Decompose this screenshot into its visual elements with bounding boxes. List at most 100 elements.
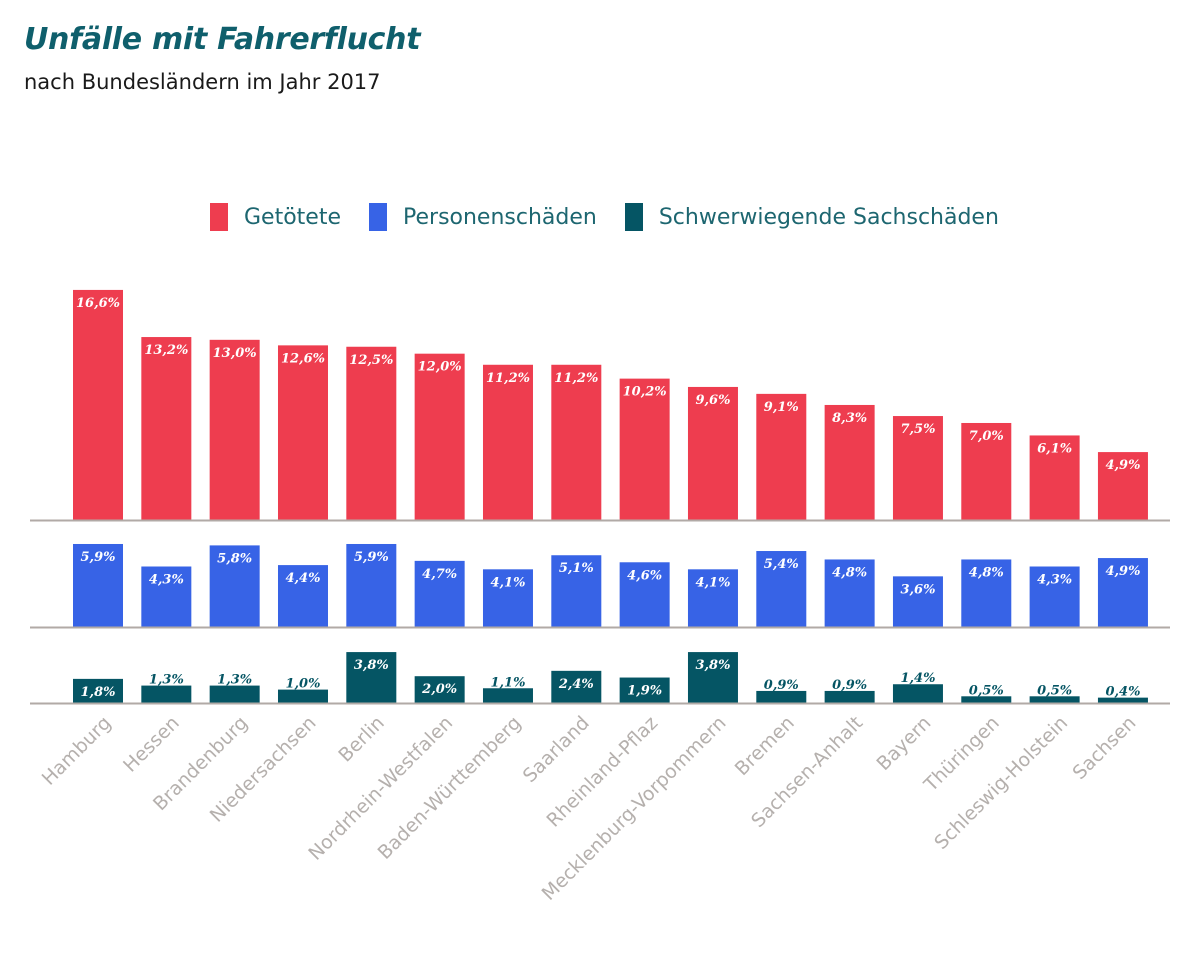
category-label-1: Hessen	[119, 712, 184, 777]
bar-2-4	[346, 652, 397, 703]
value-label-1-2: 5,8%	[217, 551, 252, 566]
value-label-1-8: 4,6%	[627, 568, 662, 583]
bar-2-10	[756, 690, 807, 703]
bar-1-14	[1029, 566, 1080, 627]
bar-0-14	[1029, 435, 1080, 520]
bar-1-5	[414, 560, 465, 627]
bar-1-10	[756, 551, 807, 627]
bar-0-11	[824, 404, 875, 520]
value-label-1-4: 5,9%	[354, 550, 389, 565]
bar-1-11	[824, 559, 875, 627]
category-label-10: Bremen	[731, 712, 799, 780]
series-0: 16,6% 13,2% 13,0% 12,6% 12,5% 12,0% 11,2% 11,2%…	[73, 289, 1148, 520]
value-label-1-13: 4,8%	[969, 565, 1004, 580]
bar-0-8	[619, 378, 670, 520]
legend: Getötete Personenschäden Schwerwiegende …	[210, 203, 1027, 231]
bar-0-9	[687, 386, 738, 520]
legend-item-personenschaeden: Personenschäden	[369, 203, 597, 231]
value-label-2-13: 0,5%	[969, 683, 1004, 698]
legend-label-getoetete: Getötete	[244, 204, 341, 230]
value-label-0-5: 12,0%	[418, 360, 462, 375]
value-label-0-10: 9,1%	[764, 400, 799, 415]
value-label-2-3: 1,0%	[285, 677, 320, 692]
value-label-0-15: 4,9%	[1105, 458, 1140, 473]
bar-0-3	[277, 345, 328, 520]
value-label-0-6: 11,2%	[486, 371, 530, 386]
value-label-2-4: 3,8%	[354, 658, 389, 673]
legend-swatch-getoetete	[210, 203, 228, 231]
value-label-0-1: 13,2%	[144, 343, 188, 358]
bar-1-0	[73, 543, 123, 627]
category-label-0: Hamburg	[38, 712, 116, 790]
value-label-1-1: 4,3%	[149, 572, 184, 587]
value-label-2-12: 1,4%	[900, 671, 935, 686]
bar-0-7	[551, 364, 602, 520]
value-label-2-10: 0,9%	[764, 678, 799, 693]
value-label-2-2: 1,3%	[217, 673, 252, 688]
value-label-0-8: 10,2%	[623, 385, 667, 400]
bar-0-5	[414, 353, 465, 520]
bar-1-7	[551, 555, 602, 627]
value-label-2-1: 1,3%	[149, 673, 184, 688]
value-label-2-15: 0,4%	[1105, 685, 1140, 700]
legend-swatch-sachschaeden	[624, 203, 643, 231]
series-2: 1,8% 1,3% 1,3% 1,0% 3,8% 2,0% 1,1% 2,4% 1,9% 3,8%…	[73, 652, 1148, 703]
bar-0-10	[756, 393, 807, 520]
bar-2-8	[619, 677, 670, 703]
value-label-1-11: 4,8%	[832, 565, 867, 580]
bar-2-6	[482, 688, 533, 703]
value-label-1-6: 4,1%	[490, 575, 525, 590]
value-label-1-14: 4,3%	[1037, 572, 1072, 587]
value-label-0-3: 12,6%	[281, 351, 325, 366]
value-label-2-8: 1,9%	[627, 684, 662, 699]
bar-0-6	[482, 364, 533, 520]
bar-2-11	[824, 690, 875, 703]
bar-2-0	[73, 678, 123, 703]
value-label-0-2: 13,0%	[213, 346, 257, 361]
legend-label-personenschaeden: Personenschäden	[403, 204, 597, 230]
category-label-15: Sachsen	[1068, 712, 1140, 784]
value-label-0-12: 7,5%	[900, 422, 935, 437]
bar-1-12	[892, 576, 943, 627]
bar-1-2	[209, 545, 260, 627]
bar-2-15	[1097, 697, 1148, 703]
value-label-2-11: 0,9%	[832, 678, 867, 693]
category-label-14: Schleswig-Holstein	[930, 712, 1072, 854]
bar-1-1	[141, 566, 192, 627]
bar-2-7	[551, 670, 602, 703]
chart-subtitle: nach Bundesländern im Jahr 2017	[24, 70, 381, 94]
value-label-2-5: 2,0%	[421, 682, 457, 697]
bar-1-8	[619, 562, 670, 627]
bar-2-3	[277, 689, 328, 703]
value-label-2-7: 2,4%	[558, 677, 594, 692]
value-label-1-0: 5,9%	[81, 550, 116, 565]
value-label-0-14: 6,1%	[1037, 441, 1072, 456]
bar-0-0	[73, 289, 123, 520]
bar-2-5	[414, 676, 465, 703]
value-label-2-14: 0,5%	[1037, 683, 1072, 698]
bar-1-4	[346, 543, 397, 627]
legend-item-getoetete: Getötete	[210, 203, 341, 231]
bar-2-2	[209, 685, 260, 703]
legend-item-sachschaeden: Schwerwiegende Sachschäden	[624, 203, 999, 231]
chart-title: Unfälle mit Fahrerflucht	[24, 22, 421, 57]
bar-2-12	[892, 684, 943, 703]
value-label-1-10: 5,4%	[764, 557, 799, 572]
value-label-2-0: 1,8%	[81, 685, 116, 700]
bar-0-2	[209, 339, 260, 520]
value-label-0-0: 16,6%	[76, 296, 120, 311]
legend-swatch-personenschaeden	[369, 203, 387, 231]
value-label-2-9: 3,8%	[695, 658, 730, 673]
value-label-0-9: 9,6%	[695, 393, 730, 408]
value-label-0-11: 8,3%	[832, 411, 867, 426]
category-label-4: Berlin	[334, 712, 389, 767]
bar-1-15	[1097, 558, 1148, 627]
value-label-1-7: 5,1%	[559, 561, 594, 576]
bar-2-14	[1029, 696, 1080, 703]
bar-0-1	[141, 337, 192, 520]
bar-0-4	[346, 346, 397, 520]
value-label-1-9: 4,1%	[695, 575, 730, 590]
bar-2-13	[961, 696, 1012, 703]
bar-1-3	[277, 565, 328, 627]
